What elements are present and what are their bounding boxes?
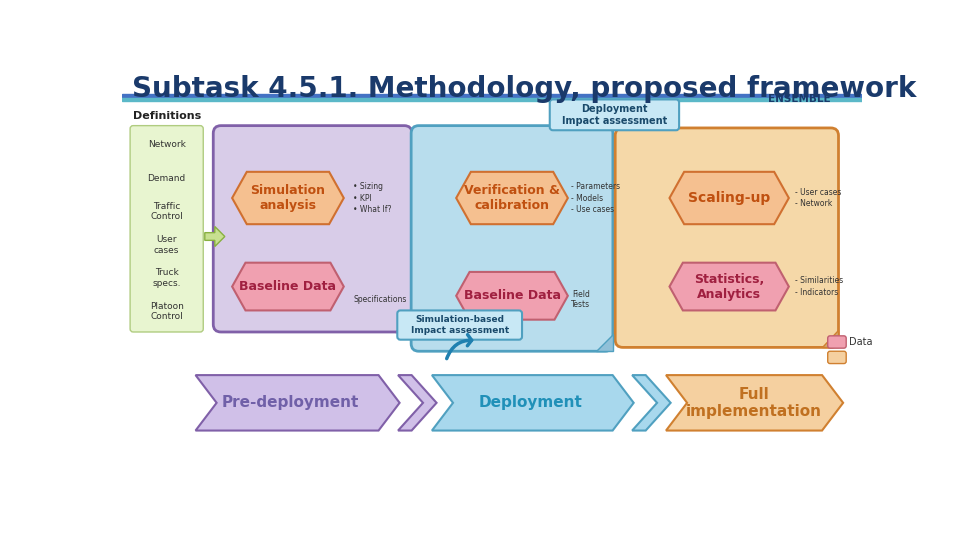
Text: • Sizing
• KPI
• What If?: • Sizing • KPI • What If? bbox=[353, 181, 392, 214]
Text: Verification &
calibration: Verification & calibration bbox=[464, 184, 560, 212]
FancyBboxPatch shape bbox=[550, 99, 679, 130]
Bar bbox=[123, 98, 861, 101]
Polygon shape bbox=[204, 226, 225, 247]
Bar bbox=[123, 94, 861, 97]
Text: Subtask 4.5.1. Methodology, proposed framework: Subtask 4.5.1. Methodology, proposed fra… bbox=[132, 75, 916, 103]
Text: Full
implementation: Full implementation bbox=[685, 387, 822, 419]
Text: Statistics,
Analytics: Statistics, Analytics bbox=[694, 273, 764, 301]
Text: Traffic
Control: Traffic Control bbox=[151, 202, 183, 221]
Polygon shape bbox=[666, 375, 843, 430]
Text: Definitions: Definitions bbox=[132, 111, 201, 121]
Text: Simulation
analysis: Simulation analysis bbox=[251, 184, 325, 212]
Text: ENSEMBLE: ENSEMBLE bbox=[768, 94, 830, 104]
Text: Truck
specs.: Truck specs. bbox=[153, 268, 180, 288]
Text: - Similarities
- Indicators: - Similarities - Indicators bbox=[795, 276, 843, 297]
Text: Data: Data bbox=[850, 337, 873, 347]
Text: Demand: Demand bbox=[148, 174, 186, 183]
FancyBboxPatch shape bbox=[615, 128, 838, 347]
Text: Deployment
Impact assessment: Deployment Impact assessment bbox=[562, 104, 667, 126]
Text: Scaling-up: Scaling-up bbox=[688, 191, 770, 205]
Text: Field
Tests: Field Tests bbox=[571, 290, 590, 309]
Text: - User cases
- Network: - User cases - Network bbox=[795, 187, 841, 208]
Polygon shape bbox=[822, 330, 838, 347]
Text: Specifications: Specifications bbox=[353, 295, 407, 304]
Text: - Parameters
- Models
- Use cases: - Parameters - Models - Use cases bbox=[571, 181, 620, 214]
Text: User
cases: User cases bbox=[154, 235, 180, 254]
Text: Deployment: Deployment bbox=[479, 395, 583, 410]
Polygon shape bbox=[196, 375, 399, 430]
Polygon shape bbox=[669, 172, 789, 224]
FancyBboxPatch shape bbox=[828, 336, 846, 348]
Text: Baseline Data: Baseline Data bbox=[239, 280, 336, 293]
Polygon shape bbox=[232, 172, 344, 224]
Polygon shape bbox=[432, 375, 634, 430]
Text: Baseline Data: Baseline Data bbox=[464, 289, 561, 302]
Polygon shape bbox=[456, 172, 568, 224]
Text: Platoon
Control: Platoon Control bbox=[150, 302, 183, 321]
Text: Simulation-based
Impact assessment: Simulation-based Impact assessment bbox=[411, 315, 509, 335]
FancyBboxPatch shape bbox=[213, 126, 412, 332]
FancyBboxPatch shape bbox=[397, 310, 522, 340]
Polygon shape bbox=[232, 262, 344, 310]
Polygon shape bbox=[395, 315, 412, 332]
FancyBboxPatch shape bbox=[411, 126, 612, 351]
Text: Network: Network bbox=[148, 140, 185, 150]
FancyBboxPatch shape bbox=[828, 351, 846, 363]
Polygon shape bbox=[456, 272, 568, 320]
FancyBboxPatch shape bbox=[131, 126, 204, 332]
Polygon shape bbox=[398, 375, 437, 430]
Polygon shape bbox=[632, 375, 671, 430]
Polygon shape bbox=[596, 334, 612, 351]
Text: Pre-deployment: Pre-deployment bbox=[222, 395, 359, 410]
Polygon shape bbox=[669, 262, 789, 310]
